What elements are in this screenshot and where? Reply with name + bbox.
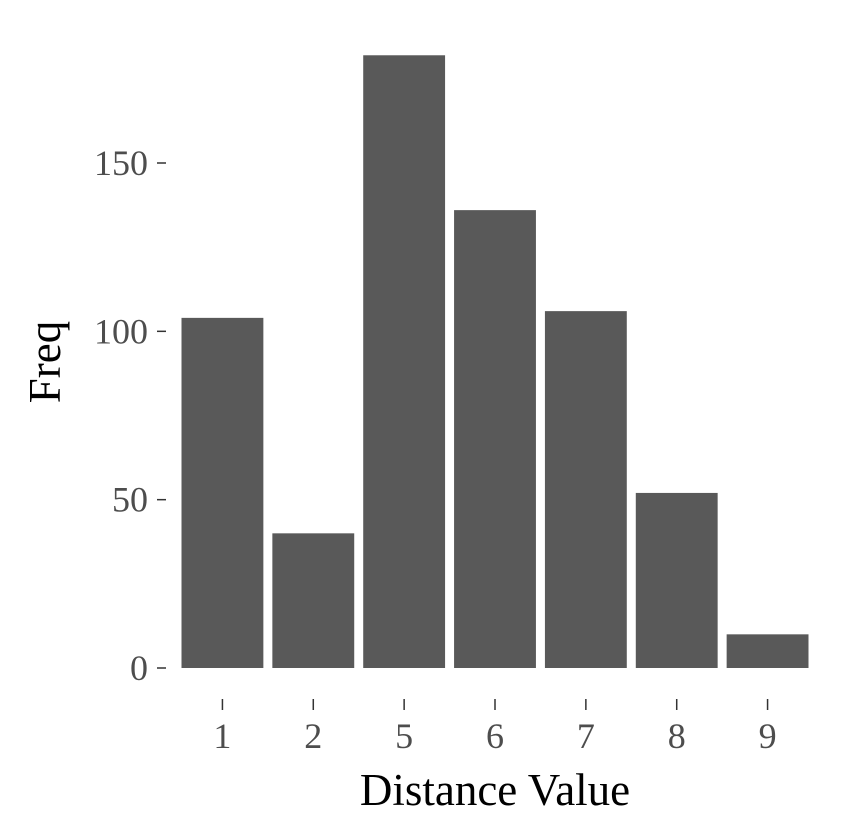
y-axis-title: Freq <box>20 321 70 404</box>
x-tick-label: 6 <box>486 716 504 756</box>
bar-1 <box>181 317 264 668</box>
x-tick-label: 1 <box>213 716 231 756</box>
y-axis: 0 50 100 150 <box>94 143 166 688</box>
x-axis-title: Distance Value <box>360 765 630 815</box>
x-tick-label: 8 <box>668 716 686 756</box>
bar-9 <box>726 634 809 668</box>
x-tick-label: 9 <box>759 716 777 756</box>
y-tick-label: 0 <box>130 648 148 688</box>
x-axis: 1 2 5 6 7 8 9 <box>213 699 777 756</box>
bar-2 <box>272 533 355 668</box>
bar-8 <box>635 492 718 668</box>
x-tick-label: 5 <box>395 716 413 756</box>
bar-7 <box>544 311 627 668</box>
bar-6 <box>454 210 536 668</box>
x-tick-label: 7 <box>577 716 595 756</box>
bar-5 <box>363 55 446 668</box>
y-tick-label: 150 <box>94 143 148 183</box>
x-tick-label: 2 <box>304 716 322 756</box>
y-tick-label: 50 <box>112 480 148 520</box>
y-tick-label: 100 <box>94 311 148 351</box>
bars-group <box>181 55 809 668</box>
